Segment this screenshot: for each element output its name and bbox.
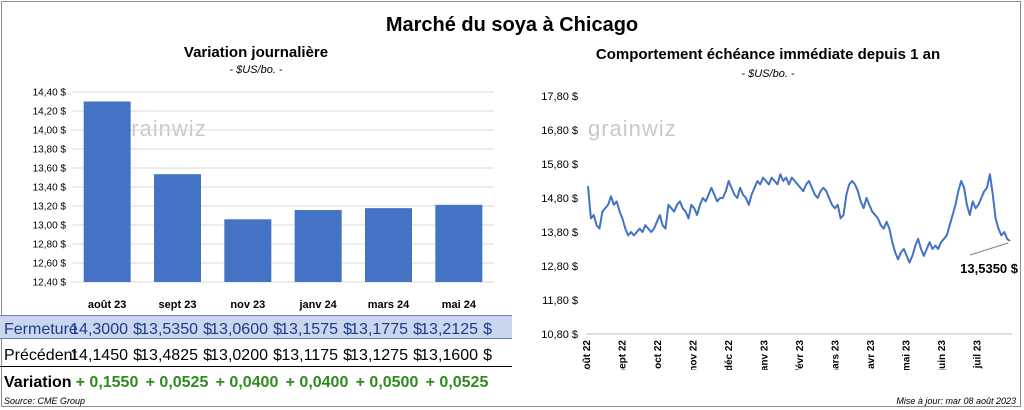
bar-1 — [154, 174, 201, 282]
x-tick-label: févr 23 — [795, 340, 806, 370]
var-cell-0: + 0,1550 — [75, 374, 139, 391]
last-value-label: 13,5350 $ — [960, 261, 1019, 276]
price-line — [587, 173, 1011, 264]
y-tick-label: 12,40 $ — [33, 278, 67, 289]
y-tick-label: 13,60 $ — [33, 164, 67, 175]
bar-0 — [83, 101, 131, 282]
table-row-variation: Variation + 0,1550 + 0,0525 + 0,0400 + 0… — [0, 369, 512, 391]
x-tick-label: déc 22 — [724, 340, 735, 370]
var-cell-1: + 0,0525 — [145, 374, 209, 391]
left-chart-title: Variation journalière — [183, 44, 329, 61]
y-tick-label: 14,40 $ — [33, 88, 67, 99]
right-chart-subtitle: - $US/bo. - — [741, 68, 795, 80]
table-row-previous: Précédent 14,1450 $ 13,4825 $ 13,0200 $ 13,… — [4, 347, 492, 364]
y-tick-label: 12,80 $ — [541, 261, 578, 273]
y-tick-label: 13,80 $ — [33, 145, 67, 156]
bar-4 — [365, 208, 412, 282]
x-tick-label: avr 23 — [866, 340, 877, 369]
y-tick-label: 13,40 $ — [33, 183, 67, 194]
x-tick-label: mars 23 — [831, 340, 842, 370]
main-title: Marché du soya à Chicago — [385, 14, 639, 36]
y-tick-label: 13,00 $ — [33, 221, 67, 232]
x-tick-label: janv 24 — [299, 299, 338, 311]
row-label: Fermeture — [4, 321, 78, 338]
x-tick-label: juil 23 — [973, 340, 984, 370]
x-tick-label: août 22 — [582, 340, 593, 370]
bar-3 — [294, 210, 342, 282]
x-tick-label: mai 23 — [902, 340, 913, 370]
y-tick-label: 12,60 $ — [33, 259, 67, 270]
y-tick-label: 12,80 $ — [33, 240, 67, 251]
y-tick-label: 16,80 $ — [541, 125, 578, 137]
x-tick-label: janv 23 — [760, 340, 771, 370]
watermark-right: grainwiz — [588, 116, 677, 141]
var-cell-3: + 0,0400 — [285, 374, 349, 391]
y-tick-label: 14,20 $ — [33, 107, 67, 118]
x-tick-label: août 23 — [88, 299, 127, 311]
row-label: Variation — [4, 374, 72, 391]
x-tick-label: nov 22 — [689, 340, 700, 370]
y-tick-label: 13,20 $ — [33, 202, 67, 213]
x-tick-label: juin 23 — [937, 340, 948, 370]
x-tick-label: oct 22 — [653, 340, 664, 369]
table-separator — [0, 366, 512, 367]
y-tick-label: 17,80 $ — [541, 91, 578, 103]
row-label: Précédent — [4, 347, 77, 364]
bar-2 — [224, 219, 272, 282]
y-tick-label: 15,80 $ — [541, 159, 578, 171]
watermark-left: grainwiz — [118, 116, 207, 141]
var-cell-5: + 0,0525 — [425, 374, 489, 391]
bar-chart: 12,40 $ 12,60 $ 12,80 $ 13,00 $ 13,20 $ 13,40… — [33, 88, 494, 311]
x-tick-label: mars 24 — [368, 299, 410, 311]
bar-5 — [435, 204, 483, 282]
var-cell-4: + 0,0500 — [355, 374, 419, 391]
update-note: Mise à jour: mar 08 août 2023 — [896, 396, 1016, 406]
var-cell-2: + 0,0400 — [215, 374, 279, 391]
table-row-close: Fermeture 14,3000 $ 13,5350 $ 13,0600 $ 13,… — [0, 315, 512, 339]
x-tick-label: sept 22 — [618, 340, 629, 370]
x-tick-label: nov 23 — [230, 299, 265, 311]
line-chart: 10,80 $ 11,80 $ 12,80 $ 13,80 $ 14,80 $ 15,80… — [541, 91, 1019, 370]
x-tick-label: sept 23 — [159, 299, 197, 311]
right-chart-title: Comportement échéance immédiate depuis 1… — [595, 46, 941, 63]
last-value-leader — [969, 242, 1009, 256]
y-tick-label: 14,80 $ — [541, 193, 578, 205]
source-note: Source: CME Group — [4, 396, 86, 406]
y-tick-label: 11,80 $ — [542, 295, 578, 307]
y-tick-label: 13,80 $ — [541, 227, 578, 239]
y-tick-label: 10,80 $ — [541, 329, 578, 341]
y-tick-label: 14,00 $ — [33, 126, 67, 137]
left-chart-subtitle: - $US/bo. - — [229, 64, 283, 76]
x-tick-label: mai 24 — [442, 299, 477, 311]
